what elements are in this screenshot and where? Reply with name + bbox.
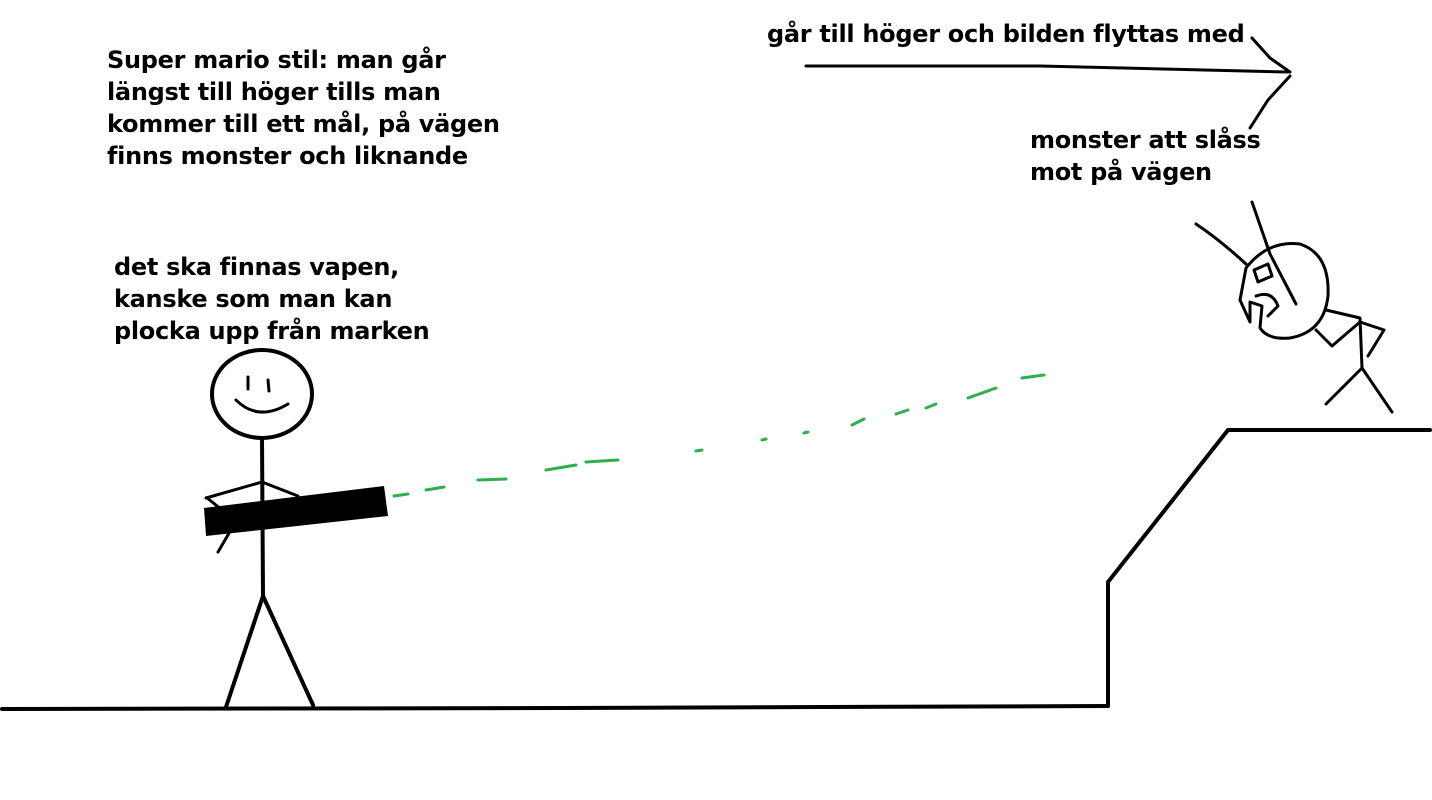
monster-leg bbox=[1360, 366, 1394, 414]
monster-antenna-right bbox=[1250, 200, 1298, 306]
player-left-leg bbox=[224, 594, 265, 709]
game-style-line: Super mario stil: man går bbox=[107, 46, 446, 74]
ground-line bbox=[0, 704, 1110, 711]
monster-head bbox=[1238, 242, 1330, 340]
scroll-direction-note: går till höger och bilden flyttas med bbox=[767, 18, 1245, 50]
weapons-line: kanske som man kan bbox=[114, 285, 393, 313]
monster-note: monster att slåss mot på vägen bbox=[1030, 124, 1261, 188]
weapons-line: plocka upp från marken bbox=[114, 317, 430, 345]
monster-eye bbox=[1252, 262, 1274, 284]
game-style-line: finns monster och liknande bbox=[107, 142, 468, 170]
weapons-line: det ska finnas vapen, bbox=[114, 253, 399, 281]
player-smile bbox=[234, 398, 290, 414]
stick-figure-player bbox=[204, 348, 315, 709]
monster-mouth bbox=[1254, 292, 1280, 318]
weapons-note: det ska finnas vapen, kanske som man kan… bbox=[114, 251, 430, 347]
game-style-line: längst till höger tills man bbox=[107, 78, 441, 106]
monster bbox=[1194, 200, 1394, 414]
monster-antenna-left bbox=[1194, 222, 1248, 266]
game-style-note: Super mario stil: man går längst till hö… bbox=[107, 44, 500, 172]
right-arrow bbox=[804, 36, 1292, 130]
monster-arm bbox=[1314, 320, 1386, 358]
raised-ledge bbox=[1106, 428, 1432, 708]
player-right-eye bbox=[266, 378, 271, 393]
player-head bbox=[210, 348, 314, 440]
monster-line: monster att slåss bbox=[1030, 126, 1261, 154]
laser-beam bbox=[392, 373, 1046, 498]
monster-line: mot på vägen bbox=[1030, 158, 1212, 186]
scroll-direction-text: går till höger och bilden flyttas med bbox=[767, 20, 1245, 48]
gun bbox=[204, 486, 388, 536]
player-right-leg bbox=[261, 594, 315, 707]
monster-body bbox=[1324, 308, 1364, 406]
game-style-line: kommer till ett mål, på vägen bbox=[107, 110, 500, 138]
